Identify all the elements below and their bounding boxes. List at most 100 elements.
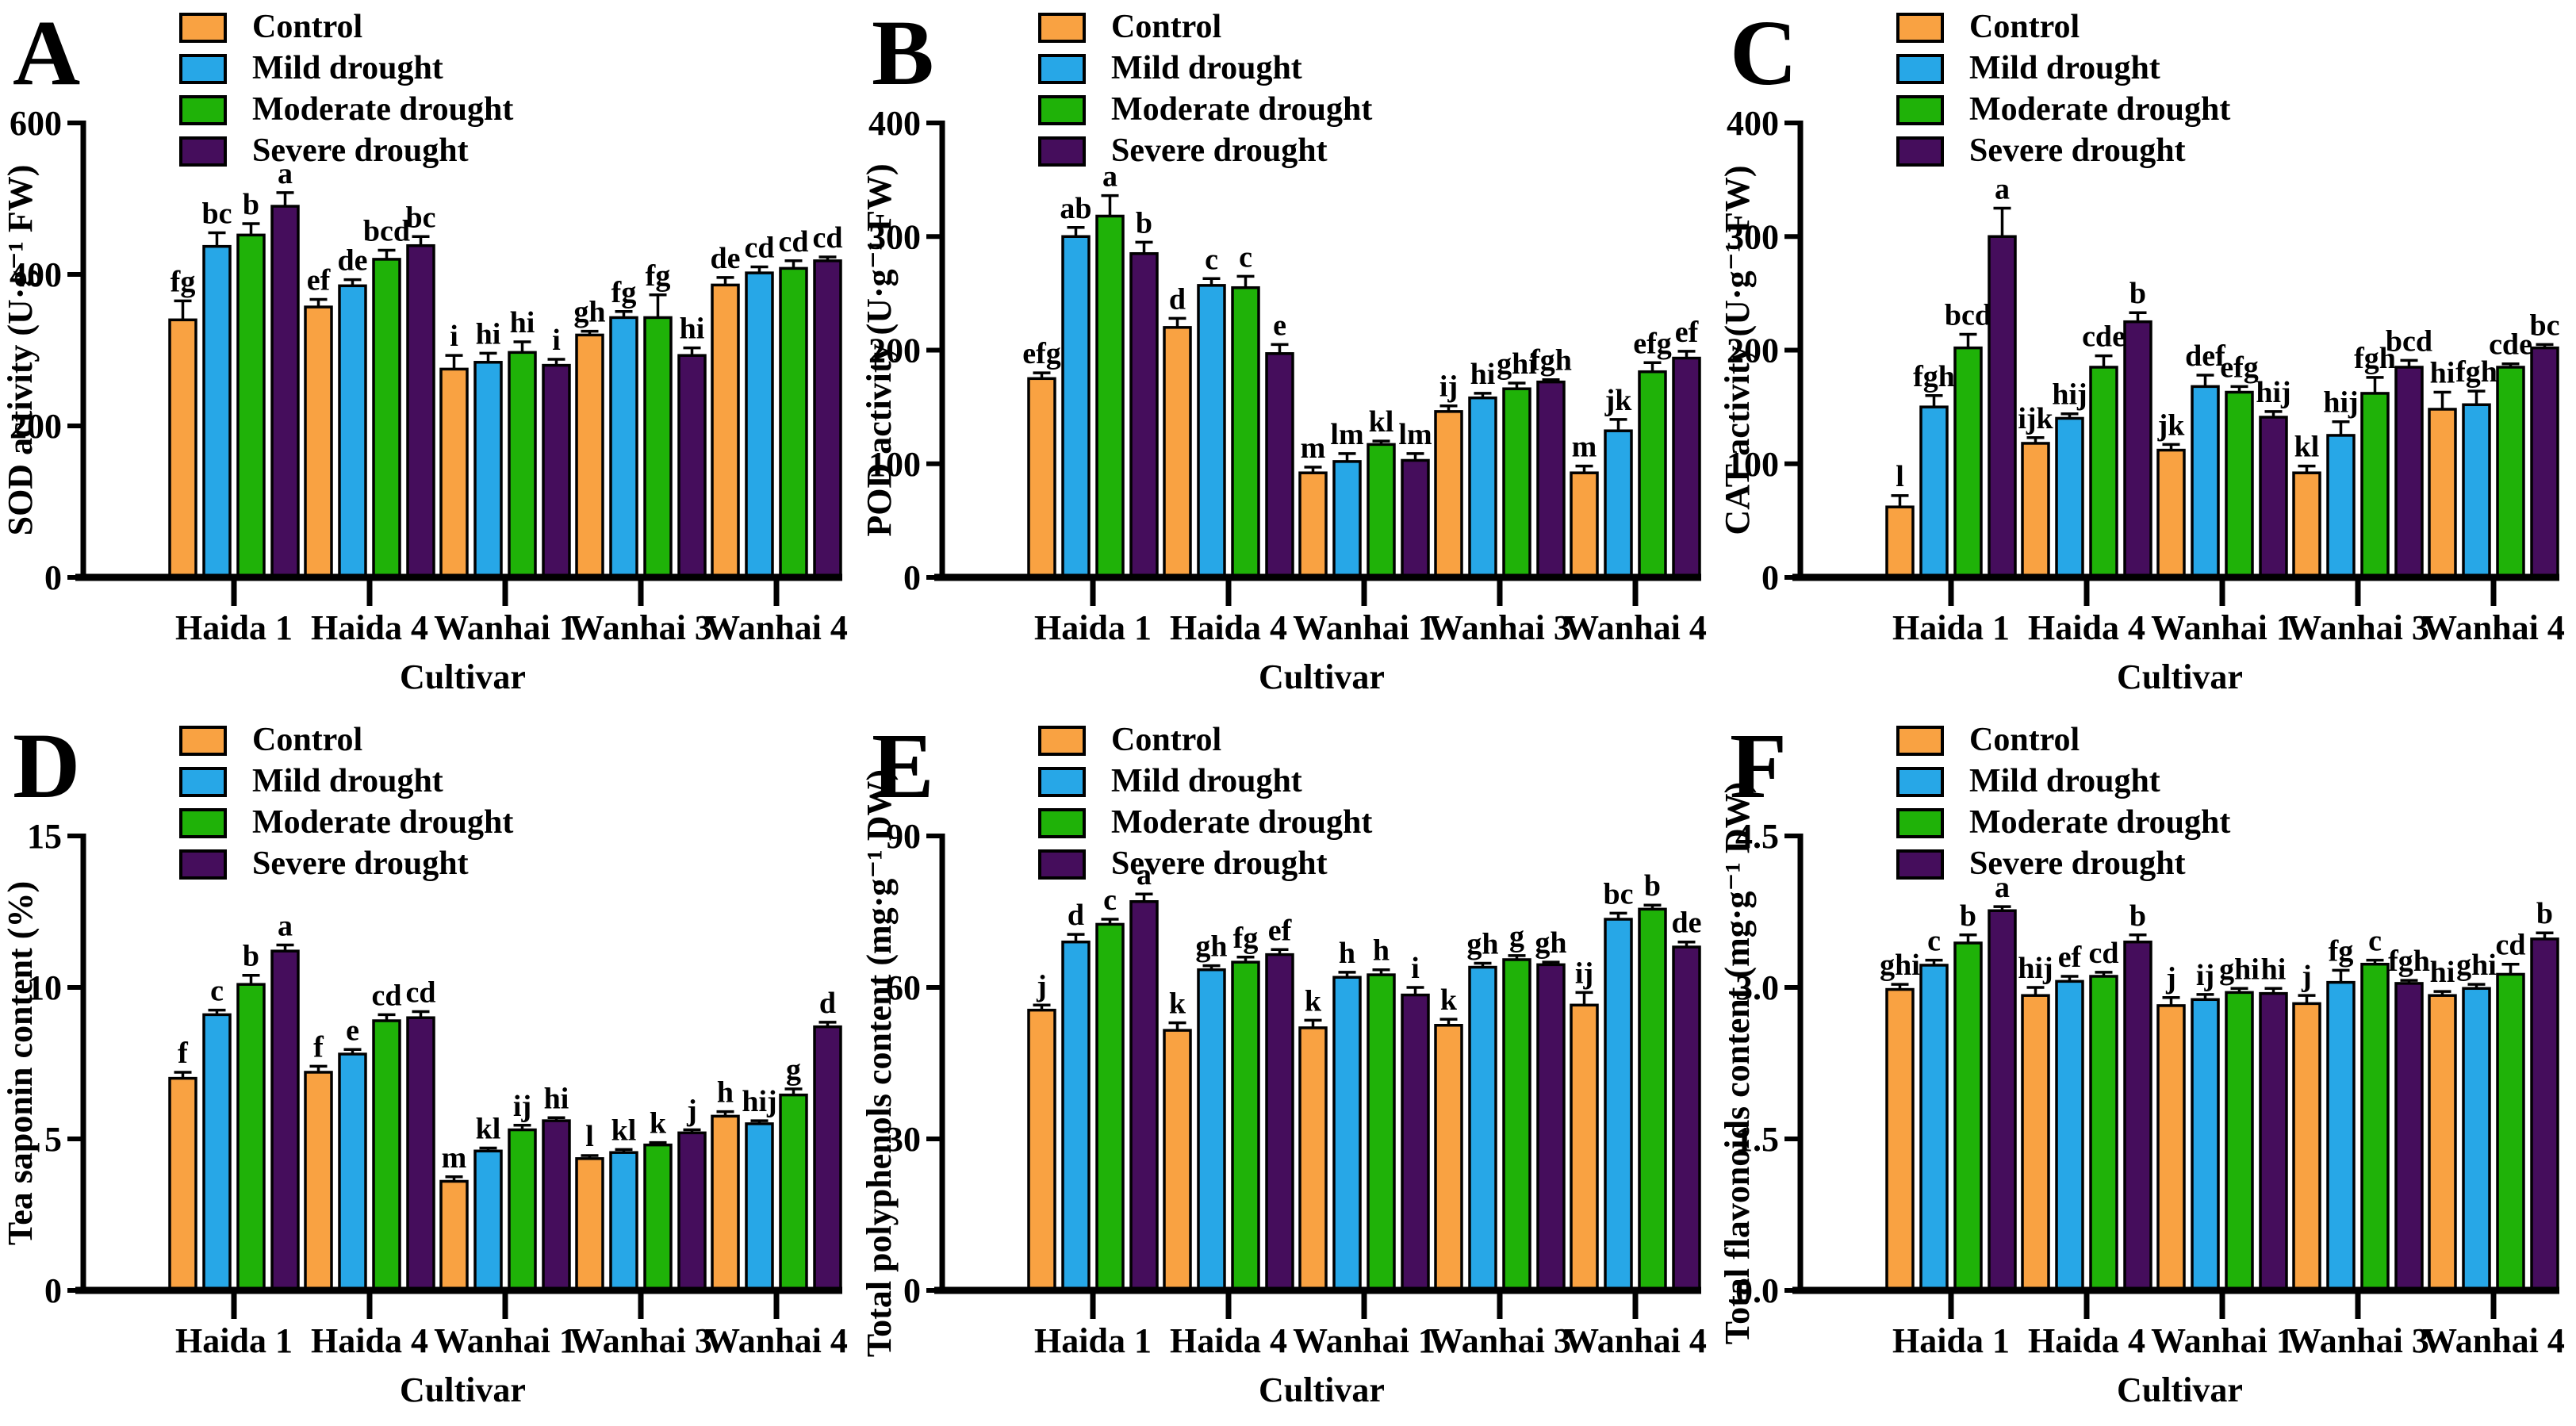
legend-label-moderate-drought: Moderate drought <box>1969 804 2230 841</box>
sig-letter-wanhai-3-control: ij <box>1439 370 1458 404</box>
sig-letter-wanhai-3-control: k <box>1440 983 1458 1017</box>
bar-haida-4-mild-drought <box>2055 979 2085 1292</box>
y-tick-label: 100 <box>1727 445 1779 484</box>
bar-wanhai-1-control <box>1298 471 1328 579</box>
bar-haida-4-control <box>304 1071 333 1292</box>
bar-wanhai-3-severe-drought <box>2394 366 2425 579</box>
bar-wanhai-3-severe-drought <box>2394 982 2425 1292</box>
sig-letter-haida-4-severe-drought: ef <box>1267 914 1292 947</box>
sig-letter-wanhai-3-severe-drought: gh <box>1535 926 1566 960</box>
x-tick-label-wanhai-4: Wanhai 4 <box>705 1321 848 1360</box>
y-tick-label: 1.5 <box>1735 1120 1779 1159</box>
sig-letter-wanhai-1-severe-drought: hi <box>544 1082 569 1115</box>
x-tick-label-wanhai-4: Wanhai 4 <box>2422 608 2565 647</box>
bar-wanhai-1-control <box>439 1179 469 1292</box>
bar-haida-4-control <box>2021 442 2051 579</box>
sig-letter-wanhai-3-mild-drought: fg <box>2329 934 2354 968</box>
y-tick-label: 90 <box>886 817 921 856</box>
sig-letter-wanhai-1-control: m <box>442 1141 467 1175</box>
sig-letter-wanhai-3-mild-drought: hi <box>1470 358 1495 391</box>
sig-letter-haida-4-control: k <box>1169 987 1186 1021</box>
sig-letter-haida-1-mild-drought: ab <box>1060 192 1091 225</box>
bar-wanhai-1-mild-drought <box>1332 460 1362 579</box>
bar-wanhai-3-mild-drought <box>1467 965 1497 1292</box>
sig-letter-wanhai-1-mild-drought: ij <box>2196 959 2214 992</box>
legend-label-severe-drought: Severe drought <box>1969 845 2186 882</box>
sig-letter-haida-1-mild-drought: bc <box>202 197 232 230</box>
sig-letter-wanhai-4-mild-drought: ghi <box>2456 949 2497 982</box>
sig-letter-wanhai-3-moderate-drought: c <box>2368 925 2382 958</box>
x-axis-title: Cultivar <box>400 1370 526 1409</box>
legend-swatch-mild-drought <box>1037 54 1086 84</box>
sig-letter-haida-1-control: f <box>178 1037 189 1070</box>
bar-haida-4-mild-drought <box>338 284 367 579</box>
sig-letter-haida-4-control: ijk <box>2018 402 2054 435</box>
bar-wanhai-1-severe-drought <box>1400 993 1430 1292</box>
sig-letter-wanhai-1-mild-drought: lm <box>1330 418 1363 451</box>
bar-haida-1-control <box>168 1076 197 1292</box>
sig-letter-wanhai-1-severe-drought: lm <box>1398 418 1432 451</box>
panel-letter-E: E <box>872 714 934 818</box>
bar-wanhai-4-severe-drought <box>813 259 842 579</box>
sig-letter-haida-4-moderate-drought: c <box>1239 240 1252 274</box>
x-tick-label-haida-1: Haida 1 <box>1034 608 1152 647</box>
bar-wanhai-4-mild-drought <box>1603 918 1633 1292</box>
sig-letter-wanhai-3-control: kl <box>2294 431 2320 464</box>
bar-haida-4-control <box>1162 326 1192 579</box>
y-axis-title: POD activity (U·g⁻¹ FW) <box>860 163 899 536</box>
y-tick-label: 0 <box>44 1271 62 1310</box>
y-tick-label: 400 <box>868 104 921 143</box>
y-tick-label: 0 <box>903 1271 921 1310</box>
sig-letter-wanhai-4-moderate-drought: b <box>1644 869 1661 903</box>
sig-letter-haida-4-moderate-drought: bcd <box>363 214 410 247</box>
sig-letter-wanhai-3-moderate-drought: fg <box>646 259 671 293</box>
x-tick-label-haida-1: Haida 1 <box>1892 1321 2010 1360</box>
legend-swatch-control <box>179 13 227 43</box>
x-tick-label-wanhai-3: Wanhai 3 <box>569 1321 712 1360</box>
bar-wanhai-3-moderate-drought <box>1501 958 1531 1292</box>
bar-wanhai-4-moderate-drought <box>1637 370 1667 579</box>
bar-haida-1-mild-drought <box>1060 235 1091 579</box>
sig-letter-haida-1-moderate-drought: b <box>1960 899 1976 933</box>
sig-letter-wanhai-3-severe-drought: fgh <box>1530 344 1572 378</box>
sig-letter-wanhai-1-moderate-drought: h <box>1373 934 1390 968</box>
bar-haida-1-control <box>1026 377 1056 579</box>
sig-letter-haida-4-moderate-drought: cd <box>372 979 402 1012</box>
bar-wanhai-1-severe-drought <box>1400 458 1430 579</box>
bar-wanhai-1-severe-drought <box>542 363 571 579</box>
legend-swatch-moderate-drought <box>1896 95 1945 125</box>
sig-letter-haida-1-moderate-drought: c <box>1103 884 1117 917</box>
legend-swatch-control <box>1896 726 1945 756</box>
bar-wanhai-1-moderate-drought <box>508 351 537 579</box>
bar-wanhai-3-control <box>2292 471 2322 579</box>
sig-letter-haida-4-moderate-drought: cde <box>2082 320 2126 354</box>
sig-letter-wanhai-4-mild-drought: hij <box>742 1085 776 1118</box>
bar-haida-4-moderate-drought <box>1230 286 1260 579</box>
bar-haida-1-control <box>168 318 197 579</box>
sig-letter-haida-1-moderate-drought: b <box>243 188 259 221</box>
legend-swatch-severe-drought <box>1037 849 1086 880</box>
bar-wanhai-4-mild-drought <box>2462 403 2492 579</box>
sig-letter-wanhai-4-control: hi <box>2430 357 2455 390</box>
sig-letter-wanhai-3-control: j <box>2301 960 2312 993</box>
legend-swatch-mild-drought <box>179 54 227 84</box>
bar-wanhai-3-control <box>1433 1024 1463 1292</box>
bar-haida-1-control <box>1885 505 1915 579</box>
bar-haida-4-moderate-drought <box>2089 366 2119 579</box>
panel-F-chart: F Control Mild drought Moderate drought Seve… <box>1718 714 2565 1409</box>
bar-haida-4-mild-drought <box>338 1052 367 1292</box>
sig-letter-wanhai-4-control: h <box>717 1076 734 1110</box>
sig-letter-wanhai-4-severe-drought: b <box>2536 897 2553 930</box>
bar-haida-1-severe-drought <box>270 205 300 579</box>
x-tick-label-wanhai-3: Wanhai 3 <box>1428 1321 1571 1360</box>
bar-wanhai-3-moderate-drought <box>643 1143 673 1292</box>
legend-swatch-moderate-drought <box>1037 808 1086 838</box>
bar-haida-1-moderate-drought <box>1094 214 1125 579</box>
legend-swatch-moderate-drought <box>1896 808 1945 838</box>
sig-letter-haida-1-severe-drought: a <box>1137 858 1152 891</box>
bar-wanhai-1-severe-drought <box>542 1119 571 1292</box>
bar-wanhai-3-control <box>1433 410 1463 579</box>
bar-haida-1-mild-drought <box>202 1013 232 1292</box>
sig-letter-wanhai-1-severe-drought: hij <box>2256 376 2291 409</box>
